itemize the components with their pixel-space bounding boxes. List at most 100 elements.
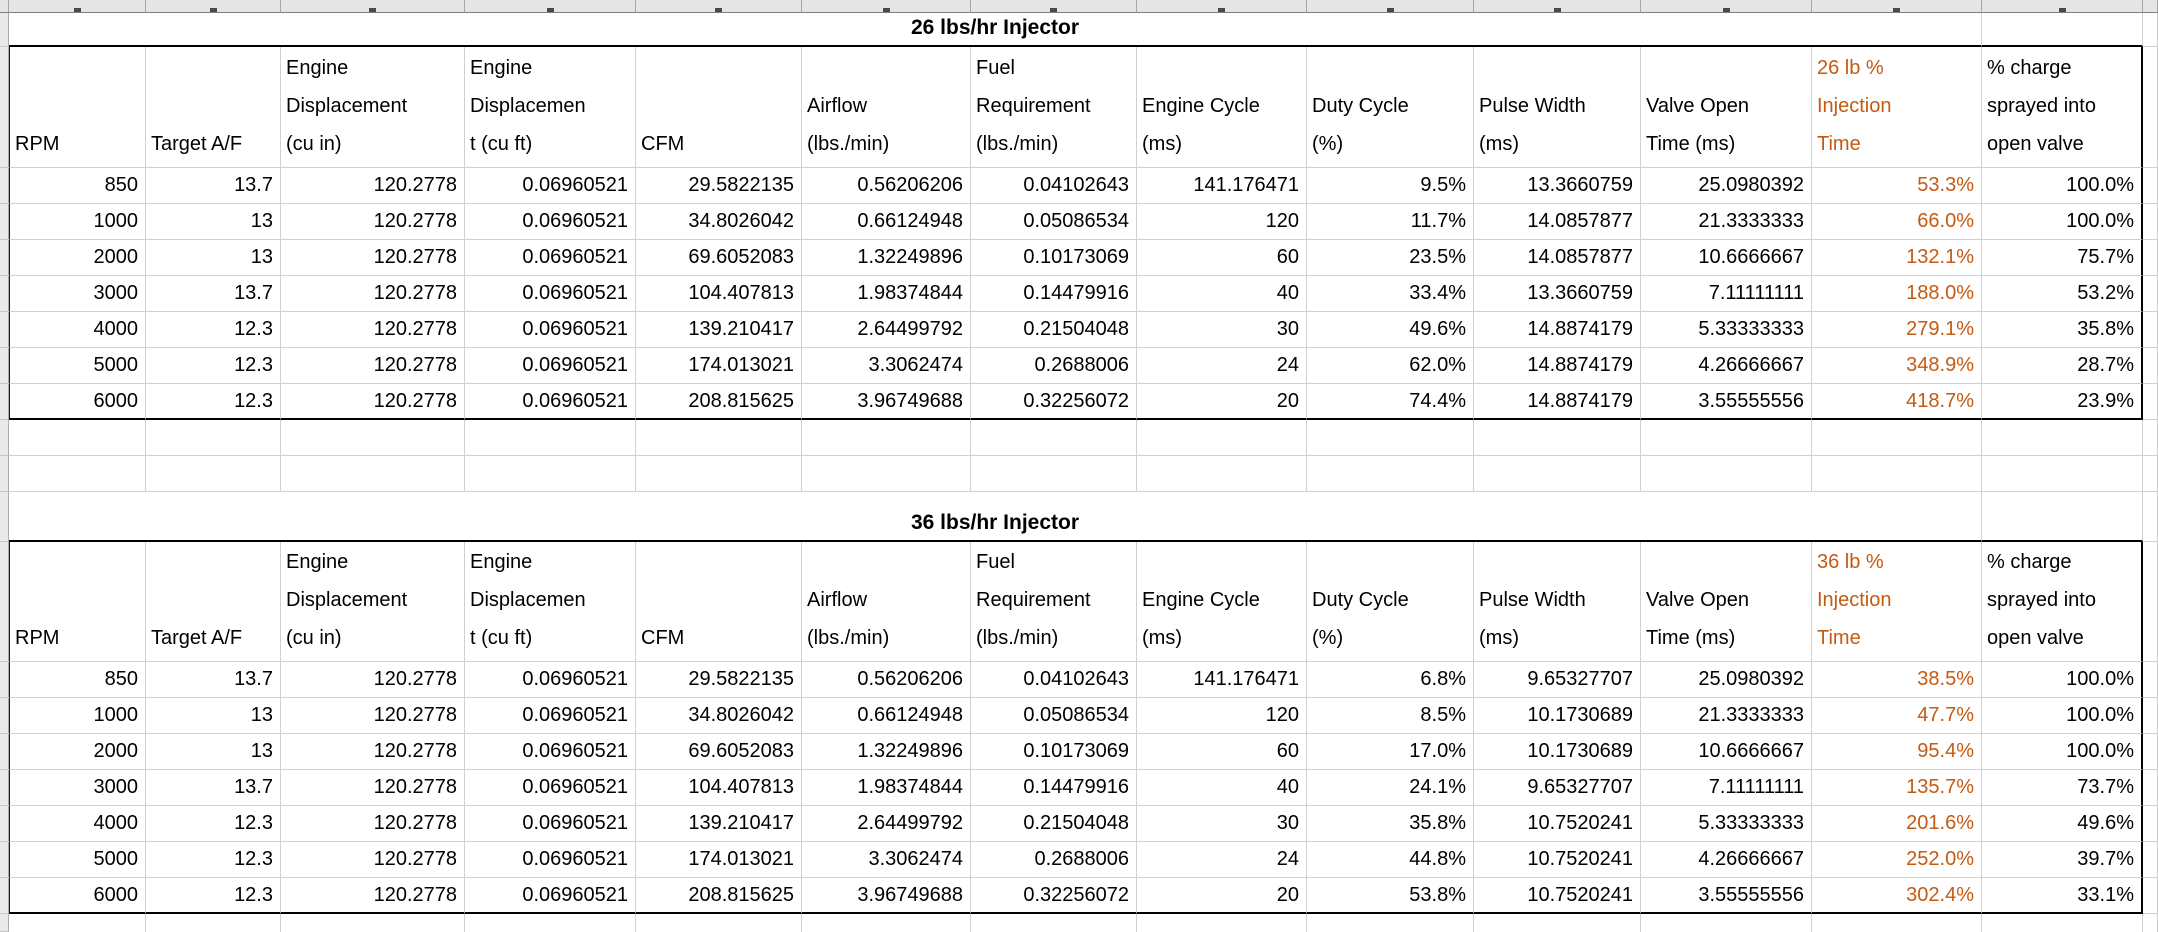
cell[interactable]: 75.7% xyxy=(1982,240,2143,276)
cell[interactable]: 120.2778 xyxy=(281,348,465,384)
cell[interactable]: 0.06960521 xyxy=(465,276,636,312)
cell[interactable]: 17.0% xyxy=(1307,734,1474,770)
cell[interactable]: 132.1% xyxy=(1812,240,1982,276)
cell[interactable]: 14.8874179 xyxy=(1474,348,1641,384)
cell[interactable] xyxy=(1137,456,1307,492)
cell[interactable]: 0.32256072 xyxy=(971,878,1137,914)
cell[interactable]: 53.8% xyxy=(1307,878,1474,914)
row-header-cell[interactable] xyxy=(0,47,9,168)
cell[interactable]: 66.0% xyxy=(1812,204,1982,240)
column-header-cell[interactable] xyxy=(281,0,465,13)
cell[interactable]: 9.65327707 xyxy=(1474,662,1641,698)
cell[interactable]: 73.7% xyxy=(1982,770,2143,806)
row-header-cell[interactable] xyxy=(0,734,9,770)
cell[interactable]: 141.176471 xyxy=(1137,168,1307,204)
cell[interactable] xyxy=(1137,914,1307,932)
row-header-cell[interactable] xyxy=(0,542,9,662)
cell[interactable]: 120.2778 xyxy=(281,806,465,842)
cell[interactable]: 33.4% xyxy=(1307,276,1474,312)
cell[interactable] xyxy=(465,456,636,492)
column-header[interactable]: Engine Cycle (ms) xyxy=(1137,47,1307,168)
cell[interactable]: 5.33333333 xyxy=(1641,312,1812,348)
cell[interactable]: 8.5% xyxy=(1307,698,1474,734)
cell[interactable]: 35.8% xyxy=(1307,806,1474,842)
cell[interactable]: 0.06960521 xyxy=(465,348,636,384)
cell[interactable]: 10.6666667 xyxy=(1641,734,1812,770)
cell[interactable]: 20 xyxy=(1137,384,1307,420)
column-header-cell[interactable] xyxy=(465,0,636,13)
row-header-cell[interactable] xyxy=(0,842,9,878)
cell[interactable]: 24 xyxy=(1137,348,1307,384)
cell[interactable]: 4.26666667 xyxy=(1641,348,1812,384)
row-header-cell[interactable] xyxy=(0,456,9,492)
cell[interactable] xyxy=(465,914,636,932)
cell[interactable]: 14.8874179 xyxy=(1474,312,1641,348)
row-header-cell[interactable] xyxy=(0,492,9,542)
cell[interactable]: 25.0980392 xyxy=(1641,662,1812,698)
cell[interactable] xyxy=(1641,914,1812,932)
cell[interactable]: 13.3660759 xyxy=(1474,276,1641,312)
cell[interactable]: 2.64499792 xyxy=(802,312,971,348)
cell[interactable]: 0.66124948 xyxy=(802,204,971,240)
cell[interactable]: 1.98374844 xyxy=(802,276,971,312)
cell[interactable]: 120.2778 xyxy=(281,842,465,878)
cell[interactable]: 10.7520241 xyxy=(1474,842,1641,878)
cell[interactable]: 49.6% xyxy=(1982,806,2143,842)
cell[interactable]: 0.06960521 xyxy=(465,770,636,806)
cell[interactable]: 120.2778 xyxy=(281,312,465,348)
cell[interactable]: 2000 xyxy=(9,240,146,276)
cell[interactable]: 120.2778 xyxy=(281,662,465,698)
column-header[interactable]: Valve Open Time (ms) xyxy=(1641,47,1812,168)
column-header[interactable]: Target A/F xyxy=(146,542,281,662)
cell[interactable] xyxy=(1307,420,1474,456)
cell[interactable] xyxy=(1474,420,1641,456)
cell[interactable]: 29.5822135 xyxy=(636,168,802,204)
cell[interactable] xyxy=(1641,420,1812,456)
cell[interactable]: 12.3 xyxy=(146,348,281,384)
cell[interactable]: 5000 xyxy=(9,842,146,878)
cell[interactable]: 104.407813 xyxy=(636,276,802,312)
cell[interactable]: 208.815625 xyxy=(636,384,802,420)
cell[interactable]: 24.1% xyxy=(1307,770,1474,806)
cell[interactable] xyxy=(146,914,281,932)
column-header[interactable]: Airflow (lbs./min) xyxy=(802,47,971,168)
column-header[interactable]: Valve Open Time (ms) xyxy=(1641,542,1812,662)
cell[interactable] xyxy=(1307,914,1474,932)
cell[interactable]: 104.407813 xyxy=(636,770,802,806)
table-title[interactable]: 26 lbs/hr Injector xyxy=(9,13,1982,47)
cell[interactable]: 10.7520241 xyxy=(1474,878,1641,914)
cell[interactable]: 60 xyxy=(1137,734,1307,770)
column-header[interactable]: Fuel Requirement (lbs./min) xyxy=(971,542,1137,662)
cell[interactable] xyxy=(636,914,802,932)
row-header-cell[interactable] xyxy=(0,770,9,806)
cell[interactable]: 120.2778 xyxy=(281,734,465,770)
cell[interactable] xyxy=(802,456,971,492)
cell[interactable]: 10.6666667 xyxy=(1641,240,1812,276)
cell[interactable]: 100.0% xyxy=(1982,698,2143,734)
column-header[interactable]: Fuel Requirement (lbs./min) xyxy=(971,47,1137,168)
cell[interactable]: 0.14479916 xyxy=(971,276,1137,312)
cell[interactable]: 0.05086534 xyxy=(971,204,1137,240)
cell[interactable]: 13 xyxy=(146,734,281,770)
cell[interactable]: 7.11111111 xyxy=(1641,770,1812,806)
column-header[interactable]: Pulse Width (ms) xyxy=(1474,542,1641,662)
cell[interactable]: 69.6052083 xyxy=(636,734,802,770)
column-header[interactable]: 36 lb % Injection Time xyxy=(1812,542,1982,662)
cell[interactable]: 23.9% xyxy=(1982,384,2143,420)
cell[interactable]: 120.2778 xyxy=(281,204,465,240)
cell[interactable]: 29.5822135 xyxy=(636,662,802,698)
cell[interactable]: 3000 xyxy=(9,276,146,312)
cell[interactable] xyxy=(1982,456,2143,492)
cell[interactable]: 12.3 xyxy=(146,842,281,878)
column-header-cell[interactable] xyxy=(1982,0,2143,13)
cell[interactable]: 0.32256072 xyxy=(971,384,1137,420)
cell[interactable]: 9.65327707 xyxy=(1474,770,1641,806)
cell[interactable]: 0.06960521 xyxy=(465,240,636,276)
cell[interactable]: 100.0% xyxy=(1982,204,2143,240)
cell[interactable]: 120.2778 xyxy=(281,384,465,420)
row-header-cell[interactable] xyxy=(0,348,9,384)
cell[interactable]: 850 xyxy=(9,662,146,698)
cell[interactable]: 0.06960521 xyxy=(465,204,636,240)
row-header-cell[interactable] xyxy=(0,168,9,204)
cell[interactable]: 3.3062474 xyxy=(802,842,971,878)
